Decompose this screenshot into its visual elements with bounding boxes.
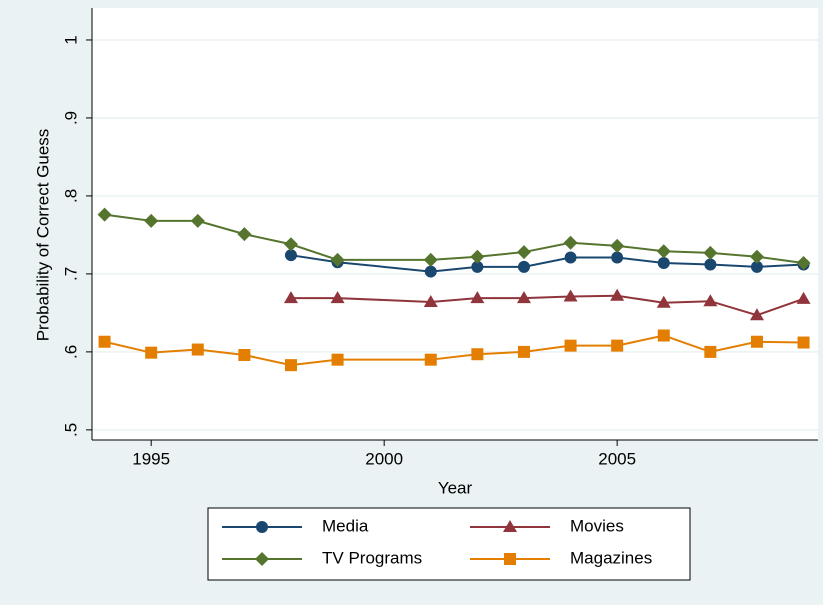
marker bbox=[563, 235, 578, 250]
marker bbox=[749, 249, 764, 264]
plot-area bbox=[92, 8, 818, 440]
marker bbox=[703, 245, 718, 260]
marker bbox=[704, 345, 717, 358]
marker bbox=[423, 294, 438, 307]
y-tick-label: .6 bbox=[61, 345, 80, 359]
y-tick-label: .9 bbox=[61, 111, 80, 125]
marker bbox=[331, 353, 344, 366]
marker bbox=[424, 353, 437, 366]
marker bbox=[611, 251, 624, 264]
marker bbox=[796, 291, 811, 304]
marker bbox=[796, 255, 811, 270]
marker bbox=[424, 265, 437, 278]
marker bbox=[144, 213, 159, 228]
marker bbox=[610, 288, 625, 301]
marker bbox=[750, 260, 763, 273]
marker bbox=[517, 260, 530, 273]
legend-box bbox=[207, 507, 691, 581]
legend-label: Magazines bbox=[570, 548, 652, 567]
marker bbox=[656, 295, 671, 308]
marker bbox=[190, 213, 205, 228]
marker bbox=[750, 335, 763, 348]
marker bbox=[564, 339, 577, 352]
marker bbox=[237, 227, 252, 242]
marker bbox=[564, 251, 577, 264]
marker bbox=[191, 343, 204, 356]
marker bbox=[657, 329, 670, 342]
marker bbox=[703, 294, 718, 307]
y-tick-label: .8 bbox=[61, 189, 80, 203]
x-tick-label: 2005 bbox=[598, 449, 636, 468]
marker bbox=[470, 249, 485, 264]
y-tick-label: .5 bbox=[61, 423, 80, 437]
x-tick-label: 1995 bbox=[132, 449, 170, 468]
marker bbox=[97, 207, 112, 222]
marker bbox=[471, 260, 484, 273]
marker bbox=[330, 291, 345, 304]
marker bbox=[656, 244, 671, 259]
marker bbox=[749, 308, 764, 321]
marker bbox=[516, 245, 531, 260]
marker bbox=[610, 238, 625, 253]
marker bbox=[470, 291, 485, 304]
marker bbox=[98, 335, 111, 348]
marker bbox=[611, 339, 624, 352]
x-axis-title: Year bbox=[438, 478, 473, 497]
marker bbox=[504, 553, 516, 565]
marker bbox=[657, 256, 670, 269]
marker bbox=[284, 249, 297, 262]
x-tick-label: 2000 bbox=[365, 449, 403, 468]
marker bbox=[256, 521, 268, 533]
y-tick-label: 1 bbox=[61, 35, 80, 44]
marker bbox=[145, 346, 158, 359]
marker bbox=[283, 237, 298, 252]
marker bbox=[330, 252, 345, 267]
legend-label: TV Programs bbox=[322, 548, 422, 567]
legend-label: Media bbox=[322, 516, 369, 535]
marker bbox=[283, 291, 298, 304]
marker bbox=[238, 349, 251, 362]
marker bbox=[704, 258, 717, 271]
marker bbox=[516, 291, 531, 304]
marker bbox=[423, 252, 438, 267]
marker bbox=[563, 289, 578, 302]
y-axis-title: Probability of Correct Guess bbox=[33, 129, 52, 342]
legend-label: Movies bbox=[570, 516, 624, 535]
marker bbox=[503, 520, 517, 532]
marker bbox=[284, 359, 297, 372]
marker bbox=[255, 552, 269, 566]
y-tick-label: .7 bbox=[61, 267, 80, 281]
marker bbox=[471, 348, 484, 361]
marker bbox=[517, 345, 530, 358]
marker bbox=[797, 336, 810, 349]
